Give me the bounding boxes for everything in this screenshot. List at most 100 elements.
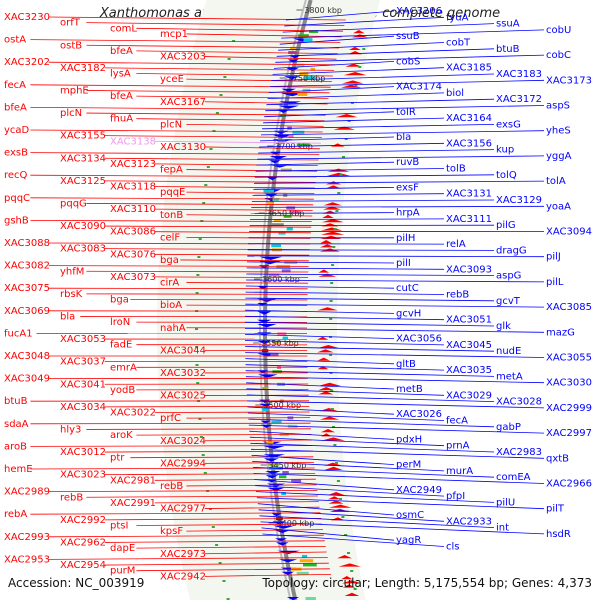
gene-label: yoaA	[546, 201, 571, 212]
gene-label: bioA	[160, 300, 182, 311]
gene-label: aroB	[4, 441, 27, 452]
gene-label: ycaD	[4, 125, 30, 136]
gene-connector	[136, 433, 312, 436]
gene-connector	[256, 497, 545, 510]
gene-label: gltB	[396, 359, 416, 370]
gene-label: ostB	[60, 40, 82, 51]
gene-connector	[258, 149, 495, 154]
gene-connector	[276, 48, 495, 57]
gene-connector	[86, 270, 309, 273]
reverse-gene-arrow	[318, 269, 330, 273]
gene-label: XAC2991	[110, 498, 156, 509]
scale-tick-label: 3800 kbp	[304, 6, 342, 15]
track-marker	[353, 588, 357, 590]
forward-gene-arrow	[267, 487, 285, 491]
gene-label: rbsK	[60, 289, 83, 300]
track-marker	[196, 274, 200, 276]
gene-label: exsB	[4, 148, 28, 159]
gene-connector	[281, 29, 545, 39]
gene-label: comEA	[496, 472, 531, 483]
gene-label: tolA	[546, 176, 566, 187]
gene-connector	[247, 249, 495, 251]
forward-gene-arrow	[275, 542, 289, 546]
gene-connector	[263, 117, 445, 124]
gene-connector	[204, 574, 332, 577]
reverse-gene-arrow	[337, 555, 353, 559]
gene-label: murA	[446, 466, 473, 477]
gene-label: recQ	[4, 170, 28, 181]
gene-label: XAC3156	[446, 138, 492, 149]
gene-label: exsF	[396, 182, 419, 193]
gene-connector	[247, 406, 395, 415]
gene-connector	[253, 187, 395, 190]
gene-label: fyuA	[446, 12, 469, 23]
gene-connector	[48, 557, 328, 560]
gene-label: pqqE	[160, 187, 185, 198]
gene-label: XAC3110	[110, 204, 156, 215]
forward-gene-arrow	[257, 324, 277, 328]
gene-label: rebB	[446, 290, 469, 301]
gene-label: XAC3055	[546, 353, 592, 364]
gene-label: osmC	[396, 510, 424, 521]
gene-label: comL	[110, 23, 137, 34]
feature-block	[281, 269, 291, 273]
reverse-gene-arrow	[322, 214, 334, 218]
forward-gene-arrow	[272, 135, 292, 139]
gene-connector	[136, 73, 333, 77]
forward-gene-arrow	[281, 571, 295, 575]
gene-label: pilU	[496, 497, 515, 508]
feature-block	[271, 244, 281, 248]
track-marker	[222, 580, 226, 582]
gene-connector	[154, 478, 316, 481]
feature-block	[290, 46, 296, 50]
reverse-gene-arrow	[320, 231, 345, 235]
feature-block	[282, 336, 288, 340]
reverse-gene-arrow	[321, 227, 343, 231]
gene-label: XAC3085	[546, 302, 592, 313]
gene-connector	[272, 67, 445, 75]
gene-connector	[86, 495, 319, 498]
gene-connector	[255, 485, 445, 497]
gene-label: perM	[396, 460, 421, 471]
track-marker	[201, 454, 205, 456]
gene-connector	[204, 56, 337, 60]
reverse-gene-arrow	[323, 202, 342, 206]
gene-connector	[261, 527, 395, 541]
track-marker	[203, 472, 207, 474]
gene-connector	[245, 346, 495, 352]
gene-label: XAC2999	[546, 403, 592, 414]
gene-connector	[284, 16, 445, 27]
gene-label: dapE	[110, 543, 135, 554]
gene-connector	[278, 42, 445, 51]
feature-block	[266, 202, 273, 206]
gene-connector	[244, 340, 445, 346]
gene-label: tonB	[160, 210, 183, 221]
forward-gene-arrow	[270, 513, 283, 517]
gene-connector	[154, 140, 321, 144]
reverse-gene-arrow	[317, 349, 334, 353]
forward-gene-arrow	[278, 559, 298, 563]
forward-gene-arrow	[269, 156, 288, 160]
gene-connector	[186, 33, 342, 38]
gene-label: XAC3123	[110, 159, 156, 170]
gene-label: XAC2992	[60, 515, 106, 526]
feature-block	[277, 139, 286, 143]
gene-connector	[30, 422, 311, 425]
gene-label: yceE	[160, 74, 184, 85]
reverse-gene-arrow	[341, 576, 353, 580]
gene-label: XAC3035	[446, 365, 492, 376]
gene-connector	[186, 123, 324, 127]
gene-label: XAC3138	[110, 136, 156, 147]
track-marker	[358, 66, 362, 68]
gene-connector	[30, 84, 331, 88]
gene-label: XAC3022	[110, 408, 156, 419]
gene-label: yhfM	[60, 266, 84, 277]
gene-label: XAC2949	[396, 485, 442, 496]
track-marker	[197, 256, 201, 258]
forward-gene-arrow	[265, 471, 281, 475]
gene-connector	[104, 248, 310, 251]
gene-label: btuB	[496, 44, 520, 55]
gene-label: bfeA	[110, 46, 133, 57]
reverse-gene-arrow	[324, 466, 343, 470]
gene-label: XAC3037	[60, 357, 106, 368]
